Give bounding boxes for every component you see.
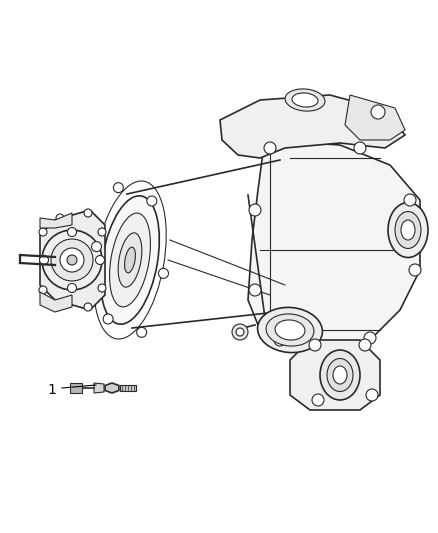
Circle shape: [67, 284, 77, 293]
Circle shape: [309, 339, 321, 351]
Polygon shape: [70, 383, 82, 393]
Circle shape: [98, 284, 106, 292]
Circle shape: [56, 214, 64, 222]
Circle shape: [404, 194, 416, 206]
Circle shape: [409, 264, 421, 276]
Circle shape: [39, 255, 49, 264]
Circle shape: [113, 183, 124, 192]
Circle shape: [103, 314, 113, 324]
Ellipse shape: [395, 212, 421, 248]
Circle shape: [249, 284, 261, 296]
Ellipse shape: [401, 220, 415, 240]
Ellipse shape: [333, 366, 347, 384]
Circle shape: [366, 389, 378, 401]
Polygon shape: [290, 340, 380, 410]
Ellipse shape: [124, 247, 135, 273]
Polygon shape: [40, 213, 72, 228]
Ellipse shape: [118, 233, 142, 287]
Ellipse shape: [42, 230, 102, 290]
Circle shape: [249, 204, 261, 216]
Circle shape: [137, 327, 147, 337]
Circle shape: [264, 142, 276, 154]
Ellipse shape: [275, 320, 305, 340]
Circle shape: [232, 324, 248, 340]
Ellipse shape: [51, 239, 93, 281]
Circle shape: [95, 255, 105, 264]
Ellipse shape: [388, 203, 428, 257]
Circle shape: [84, 209, 92, 217]
Circle shape: [274, 334, 286, 346]
Polygon shape: [94, 383, 104, 393]
Ellipse shape: [101, 196, 159, 324]
Ellipse shape: [320, 350, 360, 400]
Polygon shape: [40, 292, 72, 312]
Ellipse shape: [266, 314, 314, 346]
Circle shape: [147, 196, 157, 206]
Ellipse shape: [258, 308, 322, 353]
Ellipse shape: [67, 255, 77, 265]
Circle shape: [67, 228, 77, 237]
Circle shape: [359, 339, 371, 351]
Polygon shape: [40, 210, 105, 310]
Circle shape: [98, 228, 106, 236]
Circle shape: [371, 105, 385, 119]
Circle shape: [39, 286, 47, 294]
Circle shape: [56, 299, 64, 307]
Circle shape: [236, 328, 244, 336]
Polygon shape: [120, 385, 136, 391]
Ellipse shape: [60, 248, 84, 272]
Ellipse shape: [110, 213, 150, 307]
Polygon shape: [345, 95, 405, 140]
Circle shape: [364, 332, 376, 344]
Ellipse shape: [327, 359, 353, 392]
Circle shape: [84, 303, 92, 311]
Ellipse shape: [285, 89, 325, 111]
Polygon shape: [220, 95, 405, 158]
Text: 1: 1: [48, 383, 57, 397]
Ellipse shape: [292, 93, 318, 107]
Polygon shape: [248, 140, 420, 350]
Polygon shape: [105, 383, 119, 393]
Circle shape: [39, 228, 47, 236]
Circle shape: [92, 241, 102, 252]
Circle shape: [312, 394, 324, 406]
Circle shape: [159, 269, 169, 278]
Circle shape: [354, 142, 366, 154]
